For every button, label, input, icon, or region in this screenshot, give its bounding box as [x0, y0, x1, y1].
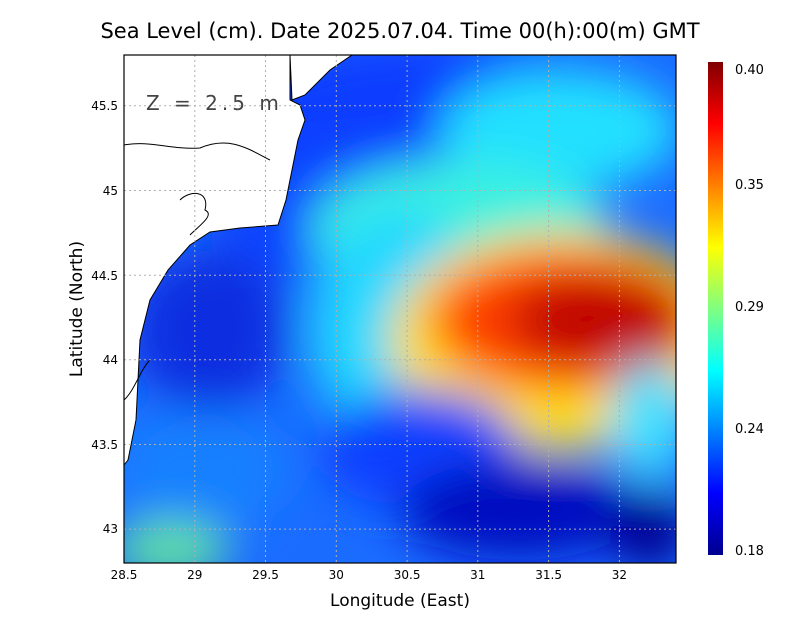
- y-tick-label: 45.5: [91, 99, 118, 113]
- x-tick-labels: 28.5 29 29.5 30 30.5 31 31.5 32: [111, 568, 627, 582]
- y-axis-title: Latitude (North): [67, 241, 87, 377]
- x-tick-label: 30.5: [394, 568, 421, 582]
- depth-label: Z = 2.5 m: [146, 91, 283, 115]
- x-tick-label: 31: [470, 568, 485, 582]
- land-area: [124, 55, 306, 466]
- y-tick-label: 45: [103, 184, 118, 198]
- colorbar-tick-label: 0.24: [735, 422, 764, 437]
- plot-frame: [123, 54, 677, 564]
- map-title: Sea Level (cm). Date 2025.07.04. Time 00…: [100, 19, 699, 43]
- y-tick-label: 43.5: [91, 438, 118, 452]
- x-tick-label: 32: [612, 568, 627, 582]
- colorbar-tick-labels: 0.40 0.35 0.29 0.24 0.18: [735, 63, 764, 559]
- grid-lines: [124, 55, 676, 563]
- y-tick-labels: 45.5 45 44.5 44 43.5 43: [91, 99, 118, 536]
- y-tick-label: 43: [103, 522, 118, 536]
- x-tick-label: 30: [329, 568, 344, 582]
- x-tick-label: 29.5: [252, 568, 279, 582]
- colorbar: [708, 62, 723, 555]
- colorbar-tick-label: 0.35: [735, 178, 764, 193]
- x-tick-label: 29: [187, 568, 202, 582]
- colorbar-tick-label: 0.18: [735, 544, 764, 559]
- colorbar-tick-label: 0.29: [735, 300, 764, 315]
- colorbar-tick-label: 0.40: [735, 63, 764, 78]
- coastline: [124, 142, 271, 401]
- x-axis-title: Longitude (East): [330, 591, 470, 611]
- land-area: [289, 55, 353, 101]
- y-tick-label: 44: [103, 353, 118, 367]
- heatmap-field: [124, 55, 676, 563]
- y-tick-label: 44.5: [91, 269, 118, 283]
- x-tick-label: 31.5: [535, 568, 562, 582]
- x-tick-label: 28.5: [111, 568, 138, 582]
